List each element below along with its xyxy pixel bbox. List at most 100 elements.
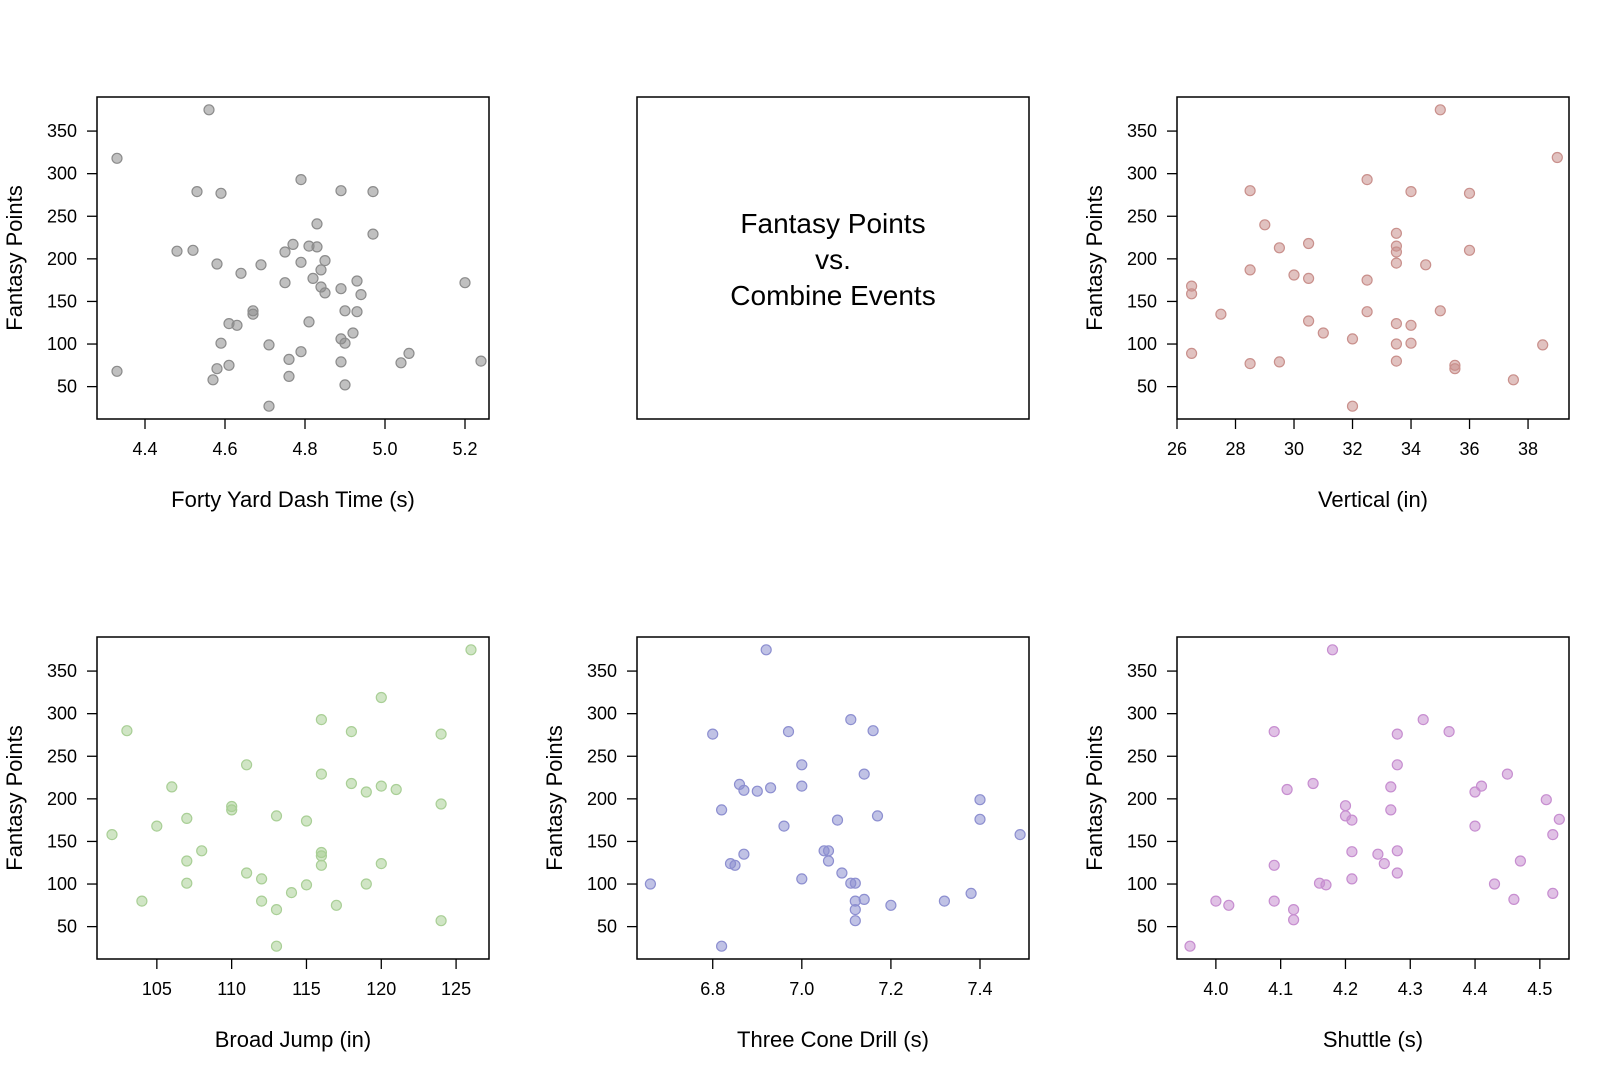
data-point bbox=[235, 267, 247, 279]
x-tick-label: 30 bbox=[1284, 439, 1304, 459]
data-point bbox=[1405, 186, 1417, 198]
plot-frame bbox=[96, 636, 490, 960]
data-point bbox=[315, 768, 327, 780]
data-point bbox=[339, 305, 351, 317]
data-point bbox=[1553, 813, 1565, 825]
data-point bbox=[1210, 895, 1222, 907]
y-tick-label: 200 bbox=[587, 789, 617, 809]
data-point bbox=[1288, 269, 1300, 281]
y-tick-label: 250 bbox=[47, 206, 77, 226]
y-tick-label: 350 bbox=[587, 661, 617, 681]
data-point bbox=[295, 346, 307, 358]
data-point bbox=[475, 355, 487, 367]
y-axis: 50 100 150 200 250 300 350 bbox=[47, 121, 97, 397]
y-tick-label: 100 bbox=[587, 874, 617, 894]
vertical-panel: 26 28 30 32 34 36 38 50 100 150 200 250 300 350 Vert… bbox=[1082, 96, 1570, 512]
data-point bbox=[1302, 272, 1315, 284]
y-tick-label: 200 bbox=[47, 789, 77, 809]
data-point bbox=[1346, 814, 1358, 826]
data-point bbox=[1259, 219, 1271, 231]
x-tick-label: 4.1 bbox=[1268, 979, 1293, 999]
x-tick-label: 7.4 bbox=[967, 979, 992, 999]
data-point bbox=[435, 915, 447, 927]
data-point bbox=[1302, 315, 1315, 327]
data-point bbox=[345, 725, 357, 738]
data-point bbox=[360, 878, 372, 890]
x-tick-label: 4.6 bbox=[212, 439, 237, 459]
points-group bbox=[644, 644, 1026, 952]
data-point bbox=[367, 228, 379, 240]
y-axis-label: Fantasy Points bbox=[1082, 185, 1107, 331]
data-point bbox=[1514, 855, 1527, 867]
data-point bbox=[1268, 859, 1280, 871]
data-point bbox=[403, 347, 415, 359]
data-point bbox=[136, 895, 148, 907]
data-point bbox=[360, 786, 372, 798]
data-point bbox=[1540, 794, 1552, 806]
x-tick-label: 4.4 bbox=[132, 439, 157, 459]
x-axis-label: Broad Jump (in) bbox=[215, 1027, 372, 1052]
data-point bbox=[778, 820, 790, 832]
data-point bbox=[315, 264, 327, 276]
data-point bbox=[279, 277, 291, 289]
data-point bbox=[1326, 644, 1339, 656]
y-tick-label: 100 bbox=[1127, 874, 1157, 894]
x-tick-label: 4.0 bbox=[1203, 979, 1228, 999]
plot-frame bbox=[1176, 636, 1570, 960]
points-group bbox=[111, 104, 487, 412]
data-point bbox=[303, 316, 315, 328]
data-point bbox=[1405, 337, 1417, 349]
data-point bbox=[1223, 899, 1235, 911]
data-point bbox=[1215, 308, 1227, 320]
points-group bbox=[1185, 104, 1563, 412]
x-tick-label: 110 bbox=[217, 979, 246, 999]
data-point bbox=[1391, 759, 1403, 771]
x-tick-label: 5.2 bbox=[452, 439, 477, 459]
data-point bbox=[1463, 244, 1476, 256]
title-line-1: Fantasy Points bbox=[740, 208, 925, 239]
data-point bbox=[166, 781, 178, 793]
data-point bbox=[1307, 777, 1319, 790]
data-point bbox=[1372, 848, 1384, 860]
data-point bbox=[1268, 895, 1280, 907]
data-point bbox=[283, 370, 295, 382]
data-point bbox=[760, 644, 772, 656]
x-tick-label: 115 bbox=[292, 979, 321, 999]
x-tick-label: 38 bbox=[1518, 439, 1538, 459]
data-point bbox=[121, 725, 133, 737]
y-tick-label: 200 bbox=[1127, 249, 1157, 269]
data-point bbox=[351, 275, 363, 287]
data-point bbox=[1390, 246, 1403, 258]
y-axis-label: Fantasy Points bbox=[542, 725, 567, 871]
data-point bbox=[270, 810, 283, 822]
data-point bbox=[867, 725, 879, 737]
data-point bbox=[1469, 820, 1481, 832]
data-point bbox=[1244, 185, 1256, 197]
data-point bbox=[295, 174, 307, 186]
x-tick-label: 32 bbox=[1343, 439, 1363, 459]
data-point bbox=[1014, 828, 1026, 841]
data-point bbox=[738, 784, 750, 796]
data-point bbox=[1434, 305, 1446, 317]
y-tick-label: 350 bbox=[1127, 661, 1157, 681]
data-point bbox=[279, 246, 291, 258]
x-tick-label: 4.5 bbox=[1527, 979, 1552, 999]
data-point bbox=[375, 691, 387, 704]
data-point bbox=[339, 379, 351, 391]
data-point bbox=[191, 186, 203, 198]
points-group bbox=[106, 644, 477, 952]
broad-jump-panel: 105 110 115 120 125 50 100 150 200 250 300 350 Bro… bbox=[2, 636, 490, 1052]
y-tick-label: 300 bbox=[47, 164, 77, 184]
x-tick-label: 4.3 bbox=[1398, 979, 1423, 999]
x-axis-label: Three Cone Drill (s) bbox=[737, 1027, 929, 1052]
data-point bbox=[974, 813, 986, 825]
data-point bbox=[111, 365, 123, 377]
x-tick-label: 7.2 bbox=[878, 979, 903, 999]
data-point bbox=[845, 713, 857, 726]
data-point bbox=[1346, 846, 1358, 858]
plot-frame bbox=[636, 636, 1030, 960]
data-point bbox=[211, 258, 223, 270]
data-point bbox=[871, 810, 884, 822]
data-point bbox=[1385, 804, 1397, 816]
data-point bbox=[738, 848, 750, 860]
